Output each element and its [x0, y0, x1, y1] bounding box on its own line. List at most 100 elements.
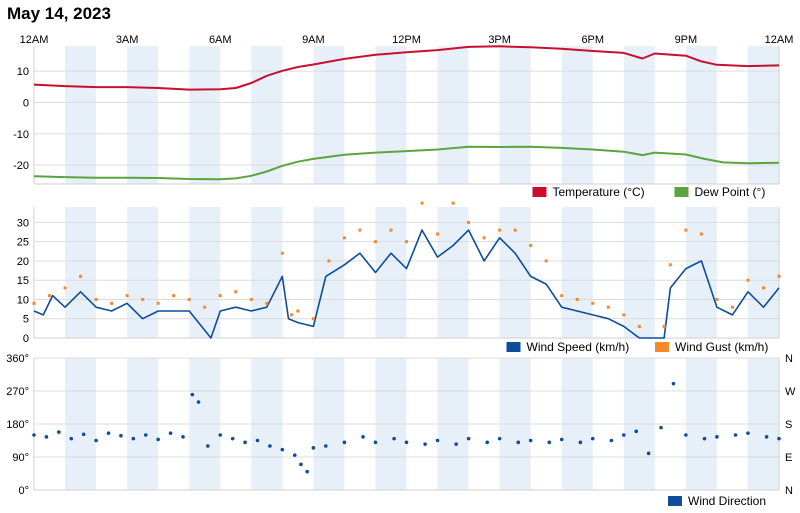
direction-point — [423, 442, 427, 446]
direction-point — [255, 438, 260, 443]
y-tick-label: 0° — [18, 485, 29, 497]
direction-point — [671, 381, 676, 386]
x-tick-label: 6PM — [581, 34, 604, 46]
legend-label: Wind Speed (km/h) — [527, 340, 630, 354]
gust-point — [79, 274, 83, 278]
direction-point — [715, 435, 719, 439]
gust-point — [529, 244, 533, 248]
direction-point — [243, 440, 247, 445]
hour-band — [437, 46, 469, 184]
legend-swatch — [532, 187, 547, 197]
gust-point — [715, 297, 719, 301]
hour-band — [189, 207, 221, 338]
series-line — [33, 229, 780, 339]
gust-point — [544, 259, 548, 263]
direction-point — [609, 438, 614, 443]
gust-point — [389, 228, 393, 232]
y-tick-label: 10 — [17, 66, 29, 78]
hour-band — [251, 207, 283, 338]
direction-point — [497, 436, 502, 441]
gust-point — [32, 301, 36, 305]
gust-point — [662, 324, 666, 328]
gust-point — [141, 297, 145, 301]
hour-band — [685, 207, 717, 338]
y-tick-label: 0 — [23, 333, 29, 345]
direction-point — [404, 440, 409, 445]
direction-point — [659, 425, 663, 430]
direction-point — [702, 436, 707, 441]
legend-swatch — [655, 342, 669, 352]
direction-point — [181, 435, 185, 439]
x-tick-label: 9AM — [302, 34, 325, 46]
y-tick-label: 15 — [17, 275, 29, 287]
direction-point — [746, 431, 750, 435]
legend-label: Wind Direction — [688, 494, 766, 508]
direction-point — [305, 469, 309, 474]
series-line — [33, 145, 780, 181]
direction-point — [634, 429, 639, 434]
direction-point — [230, 436, 235, 441]
direction-point — [485, 440, 490, 445]
gust-point — [234, 290, 238, 294]
direction-point — [777, 436, 781, 441]
direction-point — [516, 440, 521, 445]
gust-point — [405, 240, 408, 244]
series-line — [33, 45, 780, 91]
gust-point — [218, 294, 222, 298]
panel-0 — [33, 45, 780, 197]
gust-point — [296, 309, 300, 313]
gust-point — [684, 228, 688, 232]
x-tick-label: 12AM — [765, 34, 794, 46]
direction-point — [196, 400, 201, 404]
gust-point — [777, 274, 781, 278]
direction-point — [733, 433, 738, 437]
direction-point — [119, 433, 123, 438]
gust-point — [172, 294, 176, 298]
y-tick-label: 360° — [6, 353, 29, 365]
hour-band — [127, 46, 159, 184]
gust-point — [110, 301, 114, 305]
hour-band — [561, 207, 593, 338]
y-right-tick-label: N — [785, 485, 793, 497]
direction-point — [590, 436, 595, 441]
gust-point — [290, 313, 294, 317]
gust-point — [373, 240, 377, 244]
direction-point — [206, 444, 210, 448]
gust-point — [467, 220, 471, 224]
direction-point — [81, 432, 86, 437]
hour-band — [747, 46, 779, 184]
gust-point — [436, 232, 440, 236]
hour-band — [189, 46, 221, 184]
gust-point — [48, 294, 52, 298]
y-tick-label: 0 — [23, 97, 29, 109]
direction-point — [435, 438, 440, 443]
legend-label: Temperature (°C) — [553, 185, 645, 199]
y-tick-label: 180° — [6, 419, 29, 431]
direction-point — [156, 437, 160, 442]
direction-point — [292, 453, 297, 457]
x-tick-label: 3PM — [488, 34, 511, 46]
y-tick-label: 20 — [17, 256, 29, 268]
legend-swatch — [668, 496, 682, 506]
hour-band — [127, 207, 159, 338]
direction-point — [280, 447, 285, 452]
y-right-tick-label: E — [785, 452, 792, 464]
gust-point — [265, 301, 269, 305]
direction-point — [44, 435, 49, 439]
gust-point — [575, 297, 579, 301]
gust-point — [358, 228, 362, 232]
gust-point — [560, 294, 564, 298]
gust-point — [606, 305, 610, 309]
gust-point — [63, 286, 67, 290]
y-tick-label: -10 — [13, 129, 29, 141]
direction-point — [311, 446, 316, 450]
y-tick-label: 10 — [17, 294, 29, 306]
y-tick-label: 30 — [17, 217, 29, 229]
direction-point — [466, 436, 471, 441]
direction-point — [621, 433, 626, 437]
gust-point — [420, 201, 424, 205]
y-tick-label: 90° — [12, 452, 29, 464]
hour-band — [437, 207, 469, 338]
gust-point — [156, 301, 160, 305]
